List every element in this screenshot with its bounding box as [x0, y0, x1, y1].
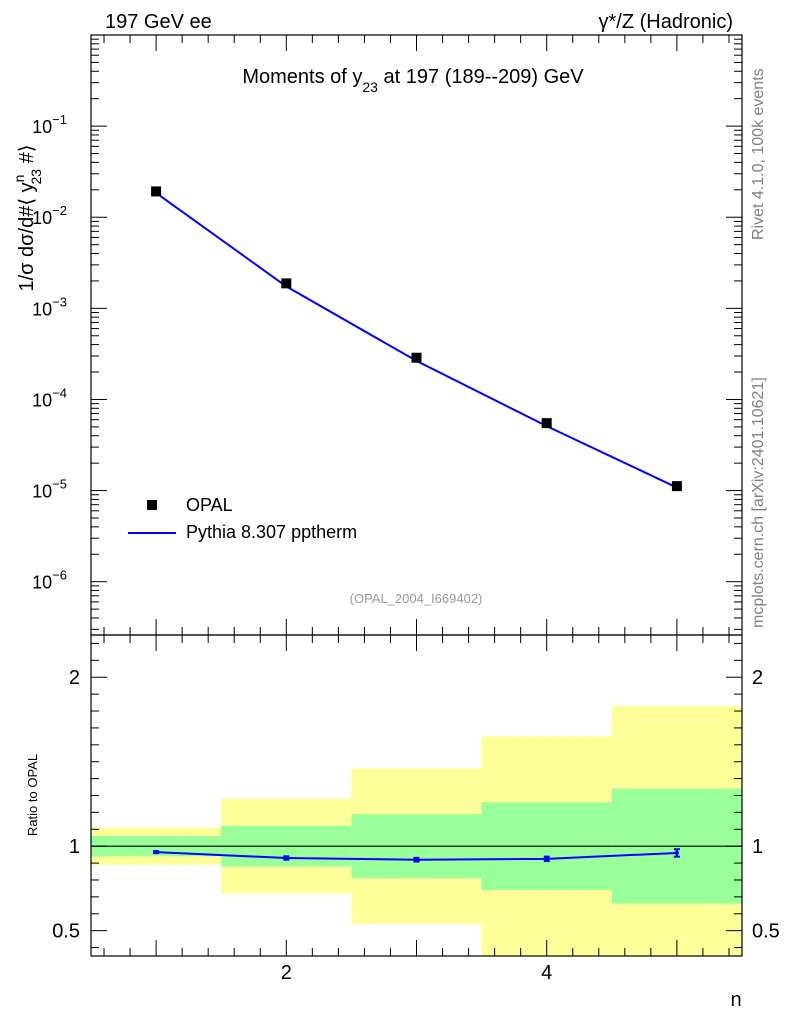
main-y-tick-label: 10−5 [32, 477, 67, 502]
opal-data-point [671, 481, 682, 492]
opal-data-point [541, 418, 552, 429]
main-y-axis-label: 1/σ dσ/d#⟨ yn23 #⟩ [11, 144, 44, 291]
opal-data-point [151, 186, 162, 197]
legend-opal-marker [147, 500, 157, 510]
opal-data-point [411, 352, 422, 363]
ratio-y-tick-labels-right: 0.5 1 2 [752, 667, 780, 942]
ratio-y-tick-labels-left: 0.5 1 2 [52, 667, 80, 942]
analysis-reference: (OPAL_2004_I669402) [350, 591, 483, 606]
rivet-label: Rivet 4.1.0, 100k events [750, 68, 767, 240]
main-axis-ticks [91, 34, 742, 635]
legend-pythia-label: Pythia 8.307 pptherm [186, 522, 357, 542]
opal-data-markers [151, 186, 682, 492]
ratio-point [674, 850, 679, 855]
ratio-y-tick-label: 0.5 [52, 921, 80, 943]
ratio-uncertainty-bands [91, 705, 742, 956]
pythia-curve [155, 192, 678, 489]
ratio-error-bars [153, 848, 680, 863]
ratio-point [154, 850, 159, 855]
x-axis-label: n [730, 989, 741, 1011]
legend: OPAL Pythia 8.307 pptherm [128, 495, 357, 542]
opal-data-point [281, 278, 292, 289]
ratio-frame [90, 634, 743, 957]
ratio-y-tick-label: 1 [69, 836, 80, 858]
ratio-point [284, 856, 289, 861]
header-right: γ*/Z (Hadronic) [599, 11, 733, 33]
main-frame [90, 34, 743, 636]
ratio-y-tick-label-right: 1 [752, 836, 763, 858]
x-tick-label: 2 [281, 962, 292, 984]
main-y-tick-labels: 10−1 10−2 10−3 10−4 10−5 10−6 [32, 112, 67, 593]
main-y-tick-label: 10−1 [32, 112, 67, 137]
main-y-tick-label: 10−6 [32, 568, 67, 593]
ratio-y-tick-label-right: 2 [752, 667, 763, 689]
ratio-y-tick-label: 2 [69, 667, 80, 689]
ratio-point [414, 857, 419, 862]
ratio-y-tick-label-right: 0.5 [752, 921, 780, 943]
main-y-tick-label: 10−3 [32, 294, 67, 319]
main-panel: 10−1 10−2 10−3 10−4 10−5 10−6 Moments of y23 … [11, 34, 743, 636]
x-tick-label: 4 [541, 962, 552, 984]
main-title: Moments of y23 at 197 (189--209) GeV [242, 66, 584, 95]
ratio-point [544, 856, 549, 861]
ratio-y-axis-label: Ratio to OPAL [25, 754, 40, 836]
mcplots-label: mcplots.cern.ch [arXiv:2401.10621] [750, 377, 767, 628]
header-left: 197 GeV ee [105, 11, 212, 33]
legend-opal-label: OPAL [186, 495, 233, 515]
main-y-tick-label: 10−2 [32, 203, 67, 228]
ratio-axis-ticks [91, 635, 742, 956]
main-y-tick-label: 10−4 [32, 385, 67, 410]
